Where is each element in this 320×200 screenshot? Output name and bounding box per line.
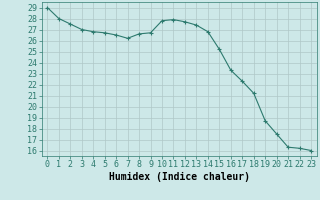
X-axis label: Humidex (Indice chaleur): Humidex (Indice chaleur) <box>109 172 250 182</box>
